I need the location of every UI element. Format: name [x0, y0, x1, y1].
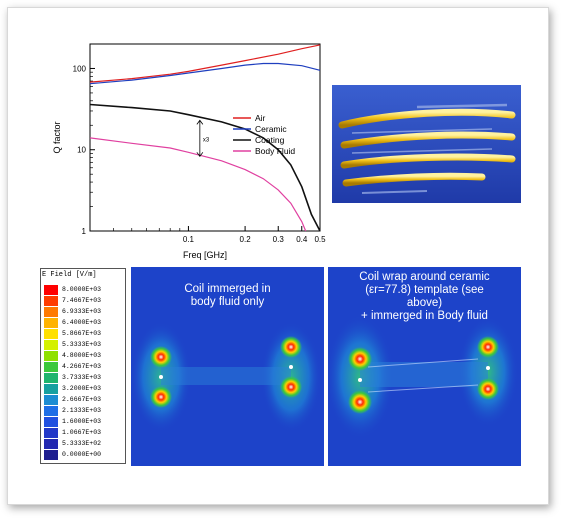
x-tick-label: 0.1	[183, 235, 195, 244]
colorbar-label: 2.6667E+03	[62, 396, 102, 403]
y-tick-label: 10	[77, 146, 86, 155]
field-panel-body-fluid: Coil immerged in body fluid only	[131, 267, 324, 466]
colorbar-swatch	[44, 307, 58, 317]
legend-label: Ceramic	[255, 124, 287, 134]
colorbar-swatch	[44, 439, 58, 449]
colorbar-swatch	[44, 351, 58, 361]
colorbar-label: 3.2000E+03	[62, 385, 102, 392]
colorbar-swatch	[44, 417, 58, 427]
colorbar-label: 5.3333E+02	[62, 440, 102, 447]
colorbar-swatch	[44, 318, 58, 328]
colorbar-label: 1.0667E+03	[62, 429, 102, 436]
legend-label: Coating	[255, 135, 285, 145]
colorbar-label: 6.4000E+03	[62, 319, 102, 326]
y-tick-label: 100	[73, 64, 87, 73]
panel-right-line-2: (εr=77.8) template (see	[365, 284, 484, 296]
annotation-arrow-head-top	[196, 119, 204, 125]
colorbar-swatch	[44, 362, 58, 372]
panel-left-caption: Coil immerged in body fluid only	[131, 283, 324, 309]
colorbar-label: 3.7333E+03	[62, 374, 102, 381]
colorbar-swatch	[44, 285, 58, 295]
field-panel-ceramic: Coil wrap around ceramic (εr=77.8) templ…	[326, 267, 521, 466]
colorbar-label: 7.4667E+03	[62, 297, 102, 304]
legend-label: Body Fluid	[255, 146, 295, 156]
panel-right-line-1: Coil wrap around ceramic	[359, 271, 490, 283]
plot-area	[89, 43, 321, 232]
series-line-ceramic	[89, 62, 321, 85]
colorbar-swatch	[44, 340, 58, 350]
coil-image	[332, 85, 521, 203]
colorbar-swatch	[44, 384, 58, 394]
colorbar-label: 1.6000E+03	[62, 418, 102, 425]
colorbar-swatch	[44, 373, 58, 383]
colorbar-label: 2.1333E+03	[62, 407, 102, 414]
panel-left-line-1: Coil immerged in	[184, 283, 271, 295]
e-field-colorbar: E Field [V/m] 8.0000E+03 7.4667E+03 6.9333…	[38, 267, 126, 465]
colorbar-swatch	[44, 406, 58, 416]
x-axis-label: Freq [GHz]	[183, 250, 227, 260]
x-tick-label: 0.4	[296, 235, 308, 244]
series-line-air	[89, 44, 321, 83]
x-tick-label: 0.5	[314, 235, 326, 244]
q-factor-chart-svg: 1 10 100 0.1 0.2 0.3 0.4 0.5 x3 AirCeramicCoating…	[52, 43, 326, 260]
colorbar-label: 8.0000E+03	[62, 286, 102, 293]
panel-left-line-2: body fluid only	[190, 296, 265, 308]
colorbar-swatch	[44, 450, 58, 460]
colorbar-swatch	[44, 329, 58, 339]
panel-right-caption: Coil wrap around ceramic (εr=77.8) templ…	[328, 271, 521, 323]
x-tick-label: 0.3	[273, 235, 285, 244]
annotation-label: x3	[203, 137, 210, 143]
colorbar-label: 5.3333E+03	[62, 341, 102, 348]
panel-right-line-4: + immerged in Body fluid	[361, 310, 488, 322]
colorbar-label: 6.9333E+03	[62, 308, 102, 315]
colorbar-swatch	[44, 395, 58, 405]
annotation-arrow-head-bottom	[196, 152, 204, 157]
x-tick-label: 0.2	[240, 235, 252, 244]
series-line-coating	[89, 103, 321, 232]
colorbar-label: 4.2667E+03	[62, 363, 102, 370]
colorbar-swatch	[44, 296, 58, 306]
panel-right-line-3: above)	[406, 297, 443, 309]
colorbar-swatch	[44, 428, 58, 438]
q-factor-chart: 1 10 100 0.1 0.2 0.3 0.4 0.5 x3 Air Ceramic Coating…	[48, 34, 338, 264]
y-axis-label: Q factor	[52, 121, 62, 153]
colorbar-label: 5.8667E+03	[62, 330, 102, 337]
y-tick-label: 1	[82, 227, 87, 236]
legend-label: Air	[255, 113, 266, 123]
colorbar-title: E Field [V/m]	[42, 271, 97, 279]
colorbar-label: 0.0000E+00	[62, 451, 102, 458]
colorbar-label: 4.8000E+03	[62, 352, 102, 359]
series-line-body-fluid	[89, 137, 307, 232]
